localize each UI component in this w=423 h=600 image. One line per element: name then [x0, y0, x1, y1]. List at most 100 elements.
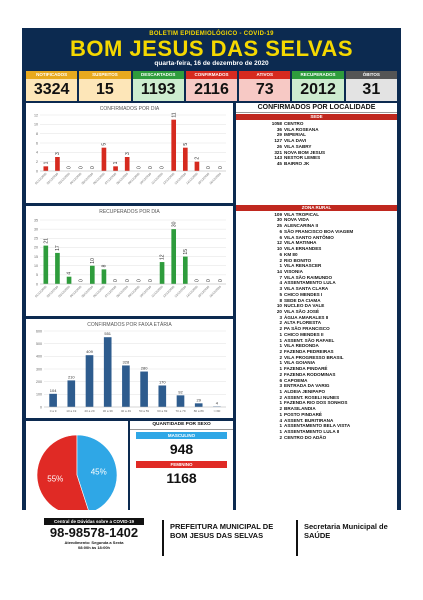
locality-name: NOVA VIDA — [284, 217, 310, 223]
locality-count: 127 — [274, 138, 282, 144]
stat-tile-suspeitos: SUSPEITOS 15 — [79, 71, 131, 101]
x-tick-label: 10 a 19 — [66, 409, 76, 413]
data-label: 210 — [68, 374, 75, 379]
rural-list: 109 VILA TROPICAL 30 NOVA VIDA 25 ALENCARINA … — [236, 212, 397, 441]
locality-name: CENTRO DO ADÃO — [284, 434, 327, 440]
locality-count: 1 — [279, 429, 282, 435]
locality-row: 1 FAZENDA RIO DOS SONHOS — [236, 400, 397, 406]
locality-row: 1 ASSENTAMENTO LULA II — [236, 429, 397, 435]
sex-pie-chart: 55% 45% — [36, 434, 118, 516]
data-label: 0 — [78, 166, 84, 169]
locality-row: 14 VISONIA — [236, 269, 397, 275]
y-tick-label: 100 — [36, 393, 42, 397]
data-label: 5 — [102, 143, 108, 146]
y-tick-label: 300 — [36, 367, 42, 371]
y-tick-label: 20 — [34, 246, 38, 250]
rural-zone-label: ZONA RURAL — [236, 204, 397, 211]
bar — [124, 157, 130, 171]
bulletin-poster: BOLETIM EPIDEMIOLÓGICO - COVID-19 BOM JE… — [22, 28, 401, 568]
locality-name: ALTA FLORESTA — [284, 320, 322, 326]
data-label: 551 — [104, 331, 111, 336]
y-tick-label: 0 — [40, 405, 42, 409]
data-label: 0 — [113, 279, 119, 282]
locality-name: ASSENTAMENTO LULA II — [284, 429, 340, 435]
bar — [67, 380, 76, 407]
locality-name: FAZENDA PINDARÉ — [284, 366, 328, 372]
stat-label: DESCARTADOS — [132, 71, 184, 79]
confirmed-per-day-panel: CONFIRMADOS POR DIA 0 2 4 6 8 10 12 1 01/12/2020… — [26, 103, 233, 203]
bar — [49, 393, 57, 407]
locality-count: 2 — [279, 326, 282, 332]
hotline-label: Central de Dúvidas sobre a COVID-19 — [44, 518, 144, 525]
locality-row: 1 ASSENTAMENTO BELA VISTA — [236, 423, 397, 429]
data-label: 170 — [159, 379, 166, 384]
locality-row: 6 VILA SANTO ANTÔNIO — [236, 235, 397, 241]
locality-name: ÁGUA AMARALES II — [284, 314, 329, 320]
male-label: MASCULINO — [136, 432, 227, 439]
secretaria-line-2: SAÚDE — [304, 531, 331, 540]
locality-name: VILA PROGRESSO BRASIL — [284, 354, 344, 360]
locality-count: 6 — [279, 251, 282, 257]
stat-tile-confirmados: CONFIRMADOS 2116 — [185, 71, 238, 101]
data-label: 0 — [78, 279, 84, 282]
x-tick-label: 80 a 89 — [194, 409, 204, 413]
bar — [194, 403, 203, 407]
y-tick-label: 25 — [34, 237, 38, 241]
data-label: 104 — [50, 388, 57, 393]
footer: Central de Dúvidas sobre a COVID-19 98-9… — [22, 510, 401, 568]
prefeitura-line-1: PREFEITURA MUNICIPAL DE — [170, 522, 274, 531]
locality-row: 2 PA SÃO FRANCISCO — [236, 326, 397, 332]
locality-row: 8 SEDE DA CIAMA — [236, 298, 397, 304]
locality-row: 2 RIO BONITO — [236, 258, 397, 264]
locality-name: KM 80 — [284, 251, 298, 257]
locality-row: 29 IMPERIAL — [236, 132, 397, 138]
chart-title: RECUPERADOS POR DIA — [99, 209, 160, 215]
locality-count: 5 — [279, 291, 282, 297]
locality-row: 5 CHICO MENDES I — [236, 292, 397, 298]
bar — [55, 157, 60, 171]
locality-count: 2 — [279, 371, 282, 377]
locality-name: CHICO MENDES I — [284, 291, 323, 297]
locality-name: VILA SABRY — [284, 143, 312, 149]
locality-name: VISONIA — [284, 268, 303, 274]
locality-count: 36 — [276, 126, 282, 132]
locality-name: VILA ERNANDES — [284, 246, 322, 252]
locality-count: 8 — [279, 297, 282, 303]
locality-count: 1058 — [271, 121, 282, 126]
locality-count: 2 — [279, 320, 282, 326]
y-tick-label: 0 — [36, 169, 38, 173]
locality-count: 7 — [279, 274, 282, 280]
sede-zone-label: SEDE — [236, 114, 397, 120]
data-label: 11 — [171, 112, 177, 117]
hotline-box: Central de Dúvidas sobre a COVID-19 98-9… — [34, 518, 154, 560]
bar — [182, 256, 188, 284]
data-label: 21 — [43, 238, 49, 244]
data-label: 4 — [67, 272, 73, 275]
locality-name: POSTO PINDARÉ — [284, 411, 322, 417]
locality-count: 4 — [279, 280, 282, 286]
hotline-number: 98-98578-1402 — [49, 525, 139, 540]
locality-count: 30 — [276, 217, 282, 223]
data-label: 3 — [55, 152, 61, 155]
y-tick-label: 2 — [36, 160, 38, 164]
locality-name: VILA TROPICAL — [284, 211, 320, 217]
locality-name: PA SÃO FRANCISCO — [284, 326, 330, 332]
localities-panel: CONFIRMADOS POR LOCALIDADE SEDE 1058 CENT… — [236, 103, 397, 533]
localities-heading: CONFIRMADOS POR LOCALIDADE — [236, 103, 397, 113]
locality-row: 2 FAZENDA RODOMINAS — [236, 372, 397, 378]
locality-row: 1 CHICO MENDES II — [236, 332, 397, 338]
stat-tile-óbitos: ÓBITOS 31 — [345, 71, 397, 101]
locality-name: ALDEIA JENIPAPO — [284, 389, 326, 395]
locality-row: 1 ALDEIA JENIPAPO — [236, 389, 397, 395]
locality-count: 6 — [279, 228, 282, 234]
locality-count: 6 — [279, 234, 282, 240]
locality-name: CHICO MENDES II — [284, 331, 324, 337]
bar — [103, 337, 112, 407]
locality-name: BRASILANDIA — [284, 406, 316, 412]
data-label: 0 — [90, 166, 96, 169]
locality-row: 127 VILA DAVI — [236, 138, 397, 144]
locality-count: 321 — [274, 149, 282, 155]
bulletin-title: BOM JESUS DAS SELVAS — [69, 36, 353, 61]
locality-row: 4 ASSENTAMENTO LULA — [236, 280, 397, 286]
prefeitura-line-2: BOM JESUS DAS SELVAS — [170, 531, 264, 540]
